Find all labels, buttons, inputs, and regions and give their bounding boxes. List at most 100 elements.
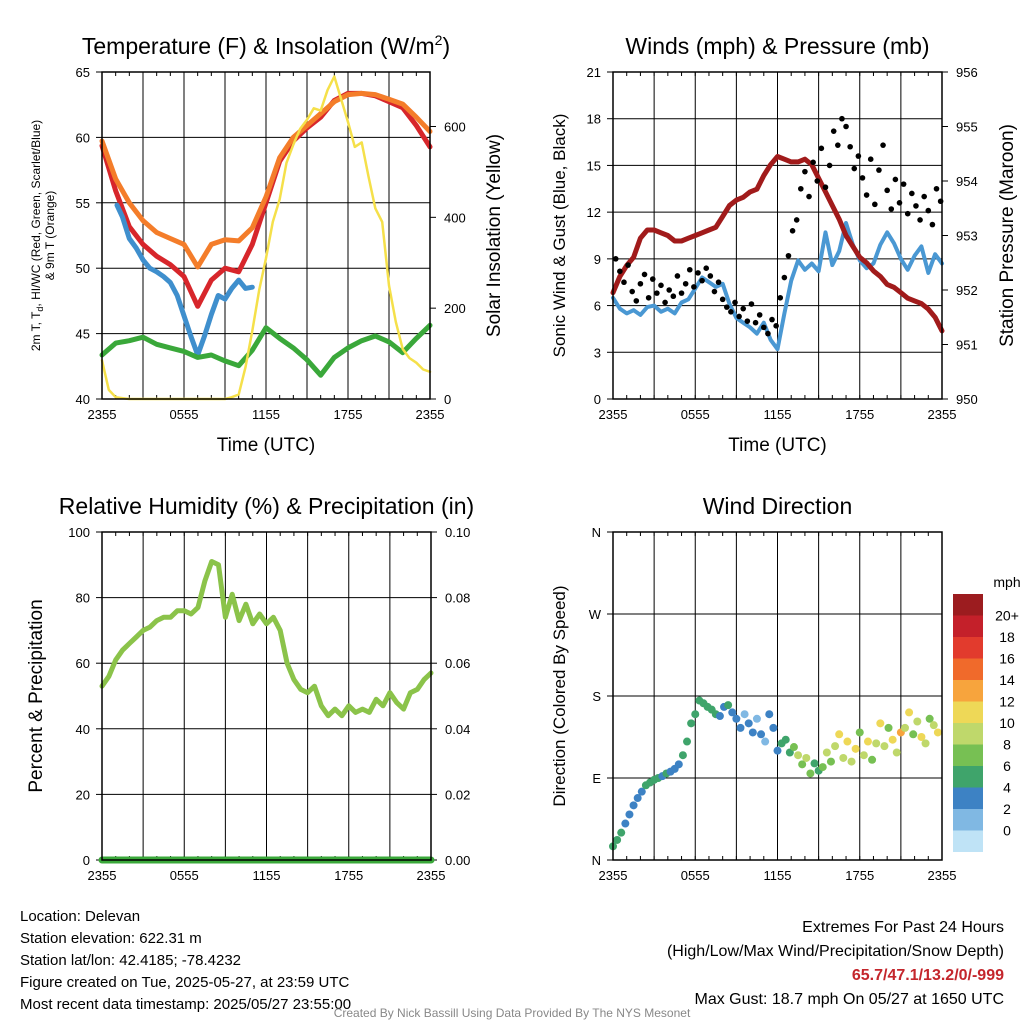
y-tick-label: 12 [587, 205, 601, 220]
direction-point [831, 742, 840, 751]
gust-point [814, 178, 821, 184]
gust-point [921, 193, 927, 200]
gust-point [674, 273, 681, 279]
gust-point [925, 207, 932, 214]
direction-point [929, 721, 938, 730]
gust-point [785, 252, 792, 259]
gust-point [769, 316, 775, 323]
x-tick-label: 0555 [681, 407, 710, 422]
direction-point [847, 757, 856, 766]
direction-point [843, 737, 852, 746]
legend-swatch [953, 766, 983, 788]
gust-point [900, 181, 907, 187]
legend-label: 16 [999, 651, 1015, 667]
direction-point [888, 735, 897, 744]
direction-point [892, 748, 901, 757]
y-right-tick-label: 0.02 [445, 787, 470, 802]
x-tick-label: 2355 [599, 407, 628, 422]
gust-point [806, 193, 812, 200]
gust-point [773, 323, 779, 329]
direction-point [744, 719, 753, 728]
gust-point [736, 313, 742, 320]
direction-point [917, 733, 926, 741]
direction-point [691, 710, 700, 719]
y-tick-label: 60 [76, 130, 90, 145]
legend-label: 2 [1003, 801, 1011, 817]
credit-text: Created By Nick Bassill Using Data Provi… [333, 1006, 691, 1020]
y-tick-label: 21 [587, 65, 601, 80]
y-right-tick-label: 950 [956, 392, 978, 407]
direction-point [863, 737, 872, 746]
direction-point [806, 769, 815, 778]
y-right-tick-label: 0.00 [445, 853, 470, 868]
gust-point [703, 265, 710, 272]
gust-point [654, 290, 660, 296]
direction-point [687, 719, 696, 728]
legend-swatch [953, 680, 983, 702]
plot-frame [101, 531, 432, 861]
direction-point [633, 794, 642, 803]
gust-point [744, 318, 751, 324]
y-right-tick-label: 951 [956, 338, 978, 353]
chart-title: Winds (mph) & Pressure (mb) [625, 33, 929, 59]
gust-point [867, 156, 874, 162]
gust-point [855, 153, 862, 159]
legend-swatch [953, 615, 983, 637]
plot-frame [612, 531, 943, 861]
sonic_wind-line [611, 221, 944, 352]
chart-panel-3: Relative Humidity (%) & Precipitation (i… [26, 493, 474, 883]
x-axis-label: Time (UTC) [217, 435, 316, 456]
plot-frame [612, 71, 943, 400]
legend-swatch [953, 787, 983, 809]
direction-point [868, 755, 877, 764]
gust-point [793, 217, 800, 223]
direction-point [683, 737, 692, 746]
direction-point [761, 737, 770, 746]
gust-point [691, 284, 697, 290]
gust-point [802, 168, 808, 175]
gust-point [777, 294, 784, 301]
gust-point [756, 312, 763, 318]
title-main: Temperature (F) & Insolation (W/m [82, 33, 435, 59]
gust-point [649, 276, 656, 282]
wetbulb-line [99, 322, 433, 378]
direction-point [757, 730, 766, 739]
direction-point [674, 760, 683, 769]
direction-point [909, 730, 918, 739]
gust-point [781, 274, 788, 281]
gust-point [633, 298, 640, 304]
y-tick-label: 15 [587, 158, 601, 173]
gust-point [765, 330, 771, 337]
legend-label: 18 [999, 629, 1015, 645]
direction-point [785, 748, 794, 757]
gust-point [904, 210, 911, 217]
y-tick-label: 50 [76, 261, 90, 276]
direction-point [752, 714, 761, 723]
y-tick-label: 0 [594, 392, 601, 407]
recent-data-text: Most recent data timestamp: 2025/05/27 2… [20, 996, 352, 1013]
direction-point [900, 723, 909, 732]
x-tick-label: 1755 [845, 407, 874, 422]
pressure-line [610, 154, 945, 334]
direction-point [769, 723, 778, 732]
gust-point [711, 288, 718, 295]
y-tick-label: N [592, 853, 601, 868]
direction-point [625, 810, 634, 819]
y-right-tick-label: 400 [444, 210, 466, 225]
direction-point [637, 787, 646, 796]
direction-point [921, 739, 930, 748]
direction-point [789, 743, 798, 752]
gust-point [695, 270, 701, 276]
y-tick-label: 55 [76, 196, 90, 211]
gust-point [859, 175, 866, 181]
gust-point [760, 324, 767, 331]
y-tick-label: 9 [594, 252, 601, 267]
gust-point [843, 123, 849, 130]
direction-point [884, 723, 893, 732]
direction-point [802, 753, 811, 762]
y-tick-label: 0 [83, 853, 90, 868]
legend-swatch [953, 701, 983, 723]
gust-point [798, 185, 804, 192]
y-right-tick-label: 0.08 [445, 591, 470, 606]
